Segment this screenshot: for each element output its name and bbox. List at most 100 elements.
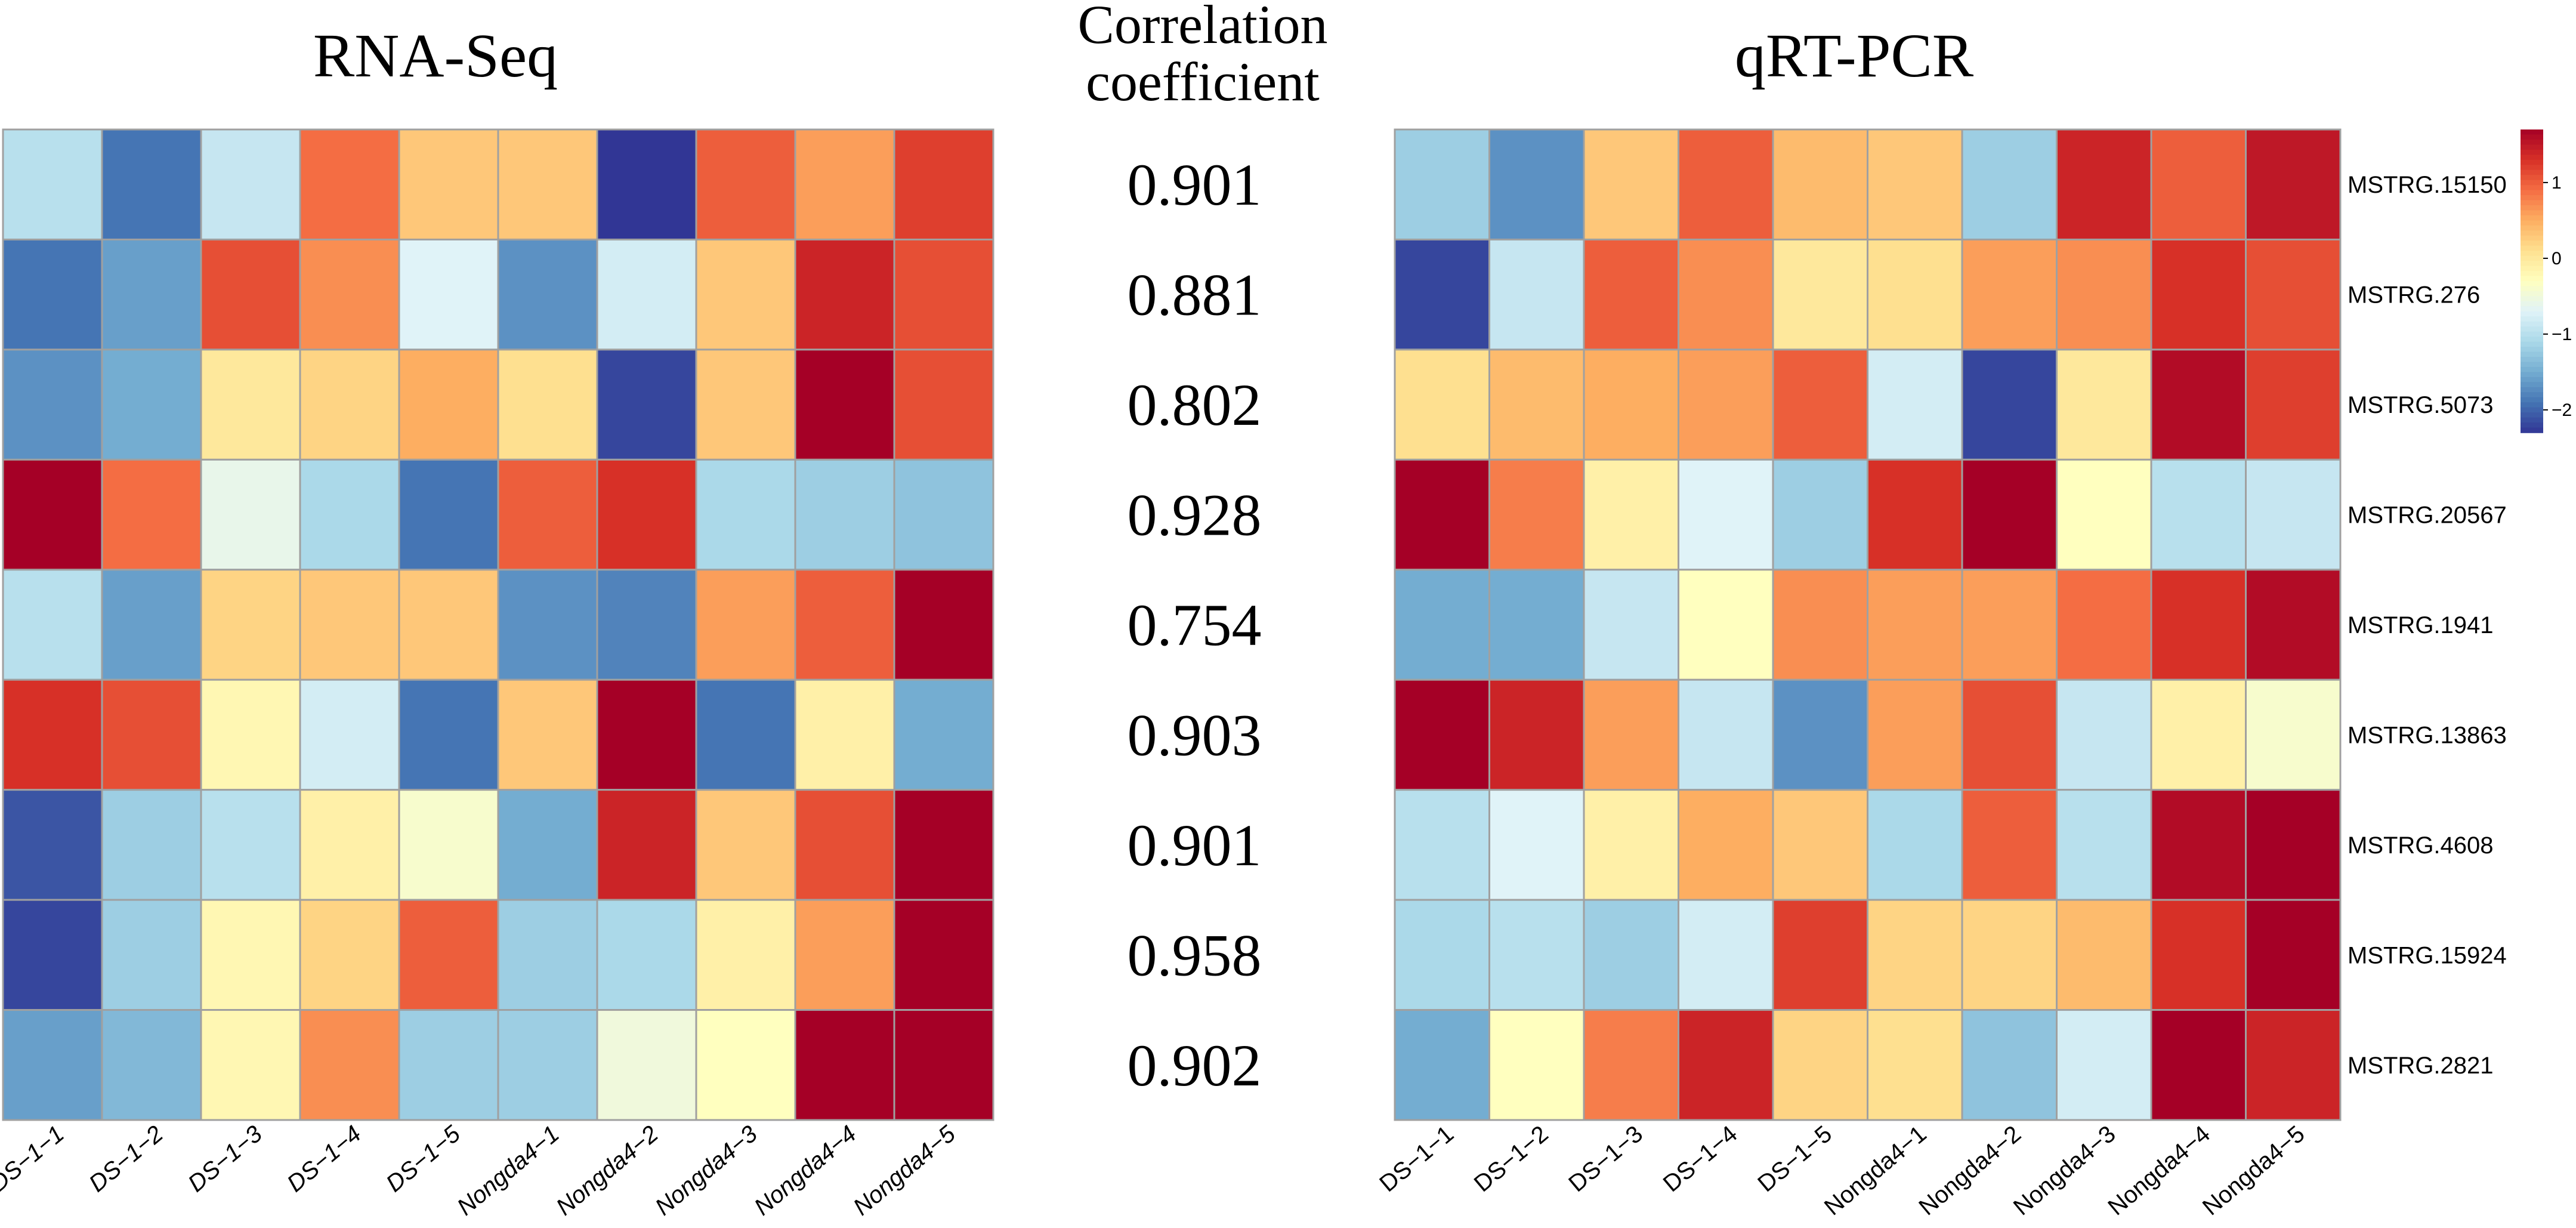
- heatmap-cell: [200, 678, 301, 791]
- heatmap-cell: [2056, 678, 2152, 791]
- heatmap-cell: [1678, 128, 1774, 240]
- heatmap-cell: [893, 128, 994, 240]
- heatmap-cell: [497, 899, 598, 1011]
- column-label: DS−1−5: [381, 1121, 465, 1198]
- correlation-values: 0.901 0.881 0.802 0.928 0.754 0.903 0.901 0.958…: [1128, 152, 1262, 1099]
- colorbar-segment: [2521, 316, 2543, 322]
- colorbar-segment: [2521, 155, 2543, 161]
- heatmap-cell: [1583, 238, 1679, 351]
- column-label: DS−1−5: [1753, 1121, 1837, 1197]
- heatmap-cell: [497, 458, 598, 571]
- heatmap-cell: [893, 458, 994, 571]
- heatmap-cell: [2056, 238, 2152, 351]
- heatmap-cell: [1583, 678, 1679, 791]
- heatmap-cell: [1772, 569, 1868, 681]
- colorbar-segment: [2521, 266, 2543, 271]
- row-label: MSTRG.5073: [2348, 392, 2494, 418]
- colorbar-segment: [2521, 276, 2543, 282]
- heatmap-cell: [2056, 569, 2152, 681]
- colorbar-segment: [2521, 341, 2543, 347]
- row-label: MSTRG.15924: [2348, 942, 2507, 968]
- heatmap-cell: [497, 238, 598, 351]
- heatmap-cell: [695, 238, 796, 351]
- column-label: Nongda4−3: [2009, 1121, 2121, 1220]
- heatmap-cell: [1583, 458, 1679, 571]
- heatmap-cell: [2056, 348, 2152, 461]
- column-label: DS−1−3: [183, 1121, 267, 1197]
- colorbar-segment: [2521, 144, 2543, 150]
- heatmap-cell: [794, 899, 895, 1011]
- column-label: Nongda4−4: [749, 1121, 861, 1220]
- heatmap-cell: [596, 348, 697, 461]
- colorbar-segment: [2521, 139, 2543, 146]
- heatmap-cell: [1867, 348, 1963, 461]
- heatmap-cell: [2, 678, 103, 791]
- colorbar-segment: [2521, 407, 2543, 413]
- colorbar-segment: [2521, 422, 2543, 428]
- column-label: DS−1−2: [1469, 1121, 1553, 1197]
- colorbar-segment: [2521, 402, 2543, 408]
- heatmap-cell: [2245, 128, 2342, 240]
- column-label: Nongda4−4: [2103, 1121, 2215, 1220]
- heatmap-cell: [794, 128, 895, 240]
- heatmap-cell: [1583, 569, 1679, 681]
- heatmap-cell: [1678, 1009, 1774, 1121]
- heatmap-cell: [2056, 899, 2152, 1011]
- heatmap-cell: [1488, 128, 1585, 240]
- heatmap-cell: [1678, 458, 1774, 571]
- colorbar-segment: [2521, 165, 2543, 171]
- colorbar-segment: [2521, 311, 2543, 317]
- heatmap-cell: [1678, 569, 1774, 681]
- heatmap-cell: [1583, 1009, 1679, 1121]
- column-label: DS−1−3: [1564, 1121, 1648, 1197]
- colorbar-segment: [2521, 366, 2543, 373]
- heatmap-cell: [1961, 569, 2058, 681]
- heatmap-cell: [200, 348, 301, 461]
- colorbar-segment: [2521, 357, 2543, 363]
- colorbar-segment: [2521, 306, 2543, 312]
- heatmap-cell: [794, 678, 895, 791]
- colorbar-segment: [2521, 261, 2543, 267]
- correlation-value: 0.928: [1128, 482, 1262, 548]
- colorbar-segment: [2521, 235, 2543, 242]
- heatmap-cell: [398, 348, 499, 461]
- colorbar-tick-label: −1: [2552, 325, 2572, 344]
- heatmap-cell: [398, 238, 499, 351]
- heatmap-cell: [1394, 128, 1490, 240]
- heatmap-cell: [2, 1009, 103, 1121]
- column-label: Nongda4−3: [650, 1121, 762, 1220]
- heatmap-cell: [398, 678, 499, 791]
- colorbar-segment: [2521, 205, 2543, 211]
- row-label: MSTRG.20567: [2348, 502, 2507, 529]
- colorbar-segment: [2521, 296, 2543, 302]
- heatmap-cell: [2245, 899, 2342, 1011]
- colorbar-segment: [2521, 149, 2543, 156]
- heatmap-cell: [497, 569, 598, 681]
- colorbar-segment: [2521, 417, 2543, 423]
- heatmap-cell: [1772, 238, 1868, 351]
- colorbar-segment: [2521, 271, 2543, 277]
- heatmap-cell: [1394, 789, 1490, 901]
- column-label: DS−1−4: [1658, 1121, 1743, 1197]
- row-label: MSTRG.1941: [2348, 612, 2494, 638]
- heatmap-cell: [1394, 678, 1490, 791]
- heatmap-cell: [1583, 128, 1679, 240]
- heatmap-cell: [2, 348, 103, 461]
- colorbar-segment: [2521, 159, 2543, 166]
- colorbar-legend: 1 0 −1 −2: [2521, 129, 2572, 433]
- heatmap-cell: [299, 238, 400, 351]
- colorbar-segment: [2521, 175, 2543, 181]
- heatmap-cell: [2056, 128, 2152, 240]
- heatmap-cell: [101, 238, 202, 351]
- row-label: MSTRG.2821: [2348, 1053, 2494, 1079]
- heatmap-cell: [794, 569, 895, 681]
- heatmap-cell: [1867, 128, 1963, 240]
- colorbar-segment: [2521, 245, 2543, 251]
- correlation-value: 0.958: [1128, 922, 1262, 988]
- colorbar-segment: [2521, 200, 2543, 206]
- heatmap-cell: [2056, 1009, 2152, 1121]
- correlation-value: 0.754: [1128, 592, 1262, 658]
- heatmap-cell: [1394, 1009, 1490, 1121]
- heatmap-cell: [1961, 1009, 2058, 1121]
- heatmap-cell: [893, 569, 994, 681]
